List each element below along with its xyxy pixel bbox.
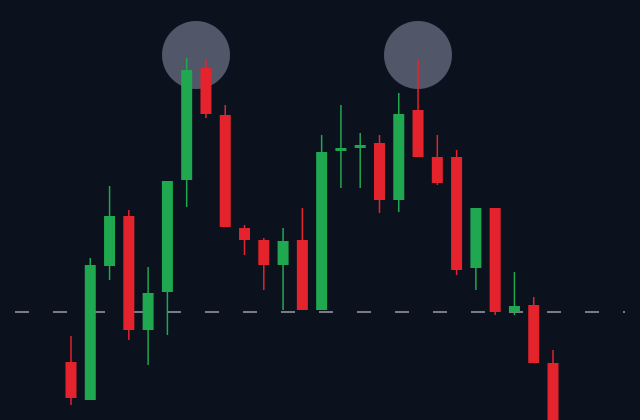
candle-body [412,110,424,157]
candle-body [277,241,289,265]
candle-body [316,152,328,310]
candle-body [258,240,270,265]
candle-body [547,363,559,420]
candle-body [431,157,443,183]
candle-body [296,240,308,310]
candle-body [161,181,173,292]
candle-body [470,208,482,268]
candle-body [373,143,385,200]
top-highlight [162,21,230,89]
candle-body [142,293,154,330]
candle-body [123,216,135,330]
candle-body [219,115,231,227]
candle-body [528,305,540,363]
top-highlight [384,21,452,89]
candle-body [451,157,463,270]
candle-body [393,114,405,200]
candle-body [104,216,116,266]
candle-body [65,362,77,398]
candle-body [181,70,193,180]
candle-body [200,68,212,114]
candle-body [239,228,251,240]
candle-body [489,208,501,312]
candle-body [354,145,366,148]
candle-body [84,265,96,400]
candle-body [508,306,520,312]
candle-body [335,148,347,151]
